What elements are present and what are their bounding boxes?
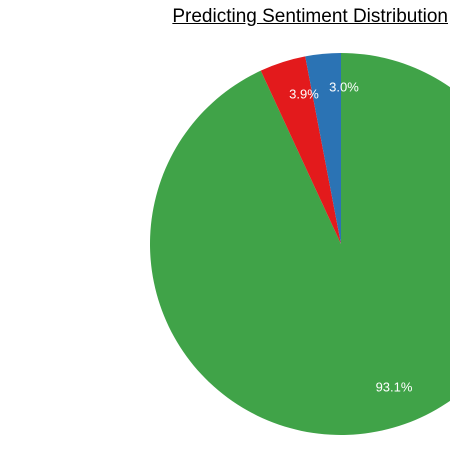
slice-label-0: 93.1% [376,379,413,394]
pie-slice-2 [305,53,341,244]
pie-slice-1 [260,56,341,245]
slice-label-1: 3.9% [289,86,319,101]
slice-label-2: 3.0% [329,79,359,94]
chart-title: Predicting Sentiment Distribution [172,6,448,27]
pie-slice-0 [150,53,450,435]
